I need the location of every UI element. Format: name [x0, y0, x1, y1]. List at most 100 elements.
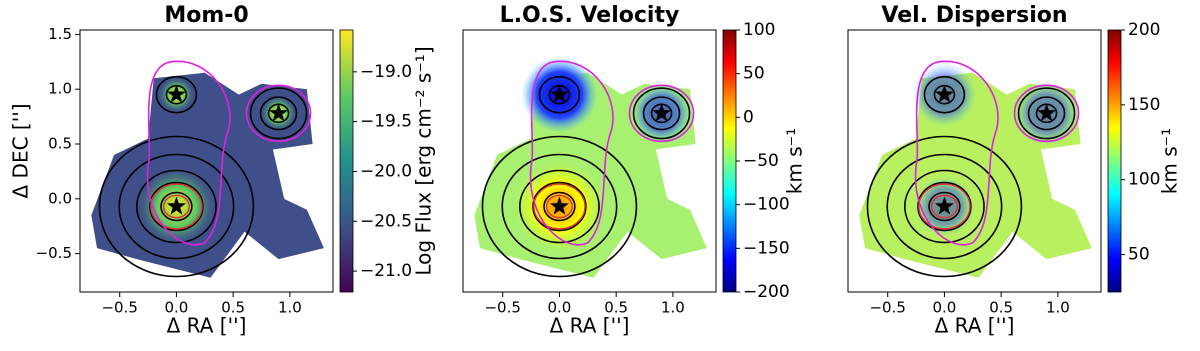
panel: −0.5 0.0 0.5 1.0 Vel. Dispersion Δ RA [''] 200…: [847, 3, 1182, 338]
contour: [249, 87, 308, 140]
axes-frame: [79, 29, 334, 293]
x-tick-label: −0.5: [101, 299, 137, 317]
map: [474, 56, 707, 278]
panel: −0.5 0.0 0.5 1.0 L.O.S. Velocity Δ RA [''] 100…: [462, 3, 807, 338]
colorbar-tick-label: −100: [743, 195, 790, 215]
star: [934, 84, 954, 103]
panel-title: Vel. Dispersion: [881, 3, 1067, 28]
colorbar-tick-label: −20.5: [360, 211, 412, 231]
colorbar-tick-label: 0: [743, 107, 754, 127]
colorbar-tick-label: 50: [743, 64, 765, 84]
y-tick-label: 1.5: [48, 25, 72, 43]
contour-red: [918, 183, 971, 230]
x-axis-label: Δ RA ['']: [550, 314, 630, 338]
colorbar-tick-label: 100: [743, 20, 775, 40]
contour: [98, 135, 255, 278]
panel-title: L.O.S. Velocity: [500, 3, 680, 28]
x-tick-label: −0.5: [869, 299, 905, 317]
contour: [1027, 96, 1066, 131]
map: [91, 60, 324, 278]
colorbar: [1107, 29, 1122, 293]
y-tick-label: 0.0: [48, 189, 72, 207]
contour-magenta: [1013, 84, 1080, 143]
colorbar-tick-label: −21.0: [360, 261, 412, 281]
x-tick-label: 1.0: [661, 299, 685, 317]
contour: [501, 153, 618, 260]
y-axis-label: Δ DEC ['']: [9, 104, 33, 199]
contour: [519, 169, 600, 244]
colorbar-label: km s⁻¹: [783, 128, 807, 194]
star: [549, 84, 569, 103]
colorbar-tick-label: −150: [743, 238, 790, 258]
contour-red: [162, 194, 190, 219]
contour-red: [930, 194, 958, 219]
x-tick-label: 1.0: [1046, 299, 1070, 317]
contour-magenta: [529, 60, 614, 246]
colorbar: [339, 29, 354, 293]
contour: [259, 96, 298, 131]
colorbar-tick-label: −19.0: [360, 62, 412, 82]
colorbar-tick-label: 50: [1128, 245, 1150, 265]
contour-magenta: [146, 60, 231, 246]
contour-red: [150, 183, 203, 230]
x-tick-label: −0.5: [484, 299, 520, 317]
x-tick-label: 0.0: [165, 299, 189, 317]
contour-magenta: [628, 84, 695, 143]
star: [166, 196, 186, 215]
contour: [642, 96, 681, 131]
contour: [886, 153, 1003, 260]
colorbar-tick-label: 150: [1128, 95, 1160, 115]
x-tick-label: 0.5: [221, 299, 245, 317]
colorbar-tick-label: −200: [743, 282, 790, 302]
contour: [904, 169, 985, 244]
panel: −0.5 0.0 0.5 1.0 1.5 1.0 0.5 0.0 −0.5 Mom-0 Δ RA […: [9, 3, 436, 338]
contour: [923, 75, 966, 114]
x-tick-label: 0.0: [933, 299, 957, 317]
contour: [917, 181, 972, 232]
contour-red: [545, 194, 573, 219]
star: [269, 103, 289, 122]
axes-frame: [462, 29, 717, 293]
contour: [481, 135, 638, 278]
contour: [538, 75, 581, 114]
contour: [149, 181, 204, 232]
star: [1037, 103, 1057, 122]
contour: [543, 191, 576, 222]
x-axis-label: Δ RA ['']: [167, 314, 247, 338]
colorbar-label: km s⁻¹: [1158, 128, 1182, 194]
contour-magenta: [914, 60, 999, 246]
contour-magenta: [245, 84, 312, 143]
contour: [928, 191, 961, 222]
colorbar-label: Log Flux [erg cm⁻² s⁻¹]: [412, 46, 436, 275]
star: [166, 84, 186, 103]
contour: [1017, 87, 1076, 140]
x-axis-label: Δ RA ['']: [935, 314, 1015, 338]
contour: [632, 87, 691, 140]
contour: [866, 135, 1023, 278]
contour: [160, 191, 193, 222]
axes-frame: [847, 29, 1102, 293]
x-tick-label: 0.0: [548, 299, 572, 317]
colorbar-tick-label: 200: [1128, 20, 1160, 40]
x-tick-label: 0.5: [989, 299, 1013, 317]
panel-title: Mom-0: [164, 3, 248, 28]
contour: [136, 169, 217, 244]
colorbar-tick-label: −20.0: [360, 161, 412, 181]
colorbar-tick-label: 100: [1128, 170, 1160, 190]
y-tick-label: −0.5: [36, 244, 72, 262]
contour: [532, 181, 587, 232]
colorbar-tick-label: −19.5: [360, 112, 412, 132]
y-tick-label: 0.5: [48, 135, 72, 153]
star: [549, 196, 569, 215]
contour: [118, 153, 235, 260]
contour: [155, 75, 198, 114]
map: [859, 60, 1092, 278]
star: [934, 196, 954, 215]
x-tick-label: 1.0: [278, 299, 302, 317]
y-tick-label: 1.0: [48, 80, 72, 98]
x-tick-label: 0.5: [604, 299, 628, 317]
colorbar: [722, 29, 737, 293]
star: [652, 103, 672, 122]
colorbar-tick-label: −50: [743, 151, 779, 171]
